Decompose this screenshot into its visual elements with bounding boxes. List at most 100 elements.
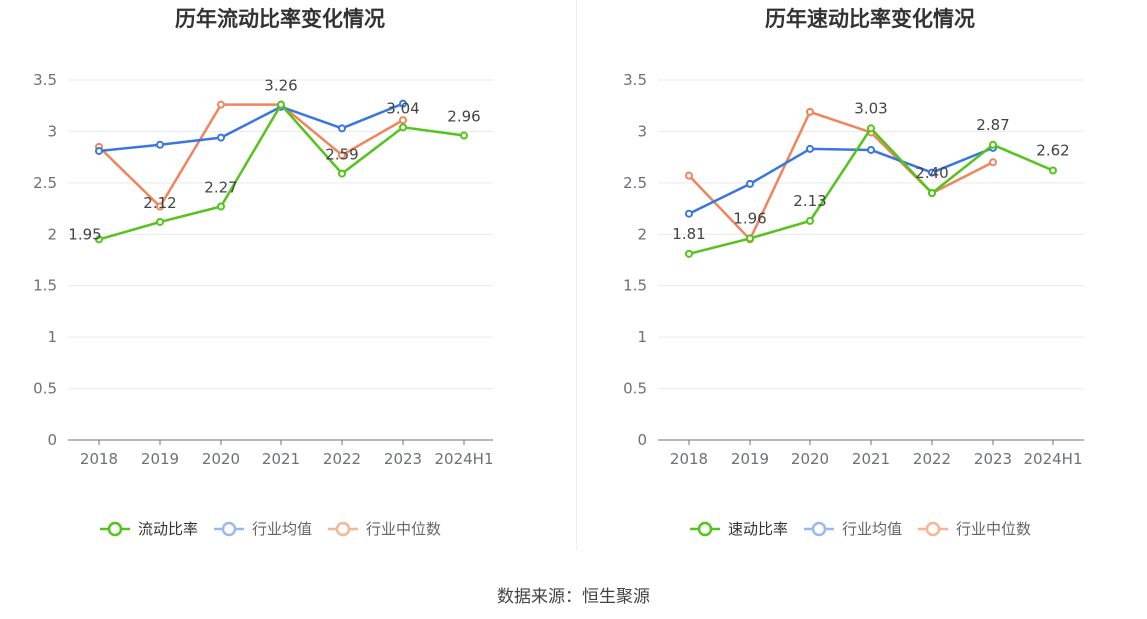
data-point[interactable] bbox=[928, 189, 936, 198]
y-tick-label: 1.5 bbox=[623, 277, 647, 295]
x-tick-label: 2018 bbox=[80, 450, 118, 468]
data-point[interactable] bbox=[928, 168, 936, 177]
y-tick-label: 1 bbox=[47, 328, 57, 346]
legend-label: 流动比率 bbox=[138, 520, 198, 538]
data-source-note: 数据来源：恒生聚源 bbox=[497, 587, 650, 607]
data-point[interactable] bbox=[399, 123, 407, 132]
legend-item-2[interactable]: 行业均值 bbox=[214, 520, 312, 538]
legend-marker bbox=[221, 521, 237, 537]
data-point[interactable] bbox=[277, 100, 285, 109]
y-tick-label: 2.5 bbox=[623, 174, 647, 192]
data-label: 1.95 bbox=[68, 225, 101, 243]
data-point[interactable] bbox=[989, 158, 997, 167]
data-point[interactable] bbox=[685, 209, 693, 218]
y-tick-label: 2.5 bbox=[33, 174, 57, 192]
data-point[interactable] bbox=[806, 216, 814, 225]
legend-item-1[interactable]: 速动比率 bbox=[690, 520, 788, 538]
data-point[interactable] bbox=[156, 140, 164, 149]
legend-label: 行业均值 bbox=[842, 520, 902, 538]
panel-divider bbox=[576, 0, 577, 550]
data-point[interactable] bbox=[217, 202, 225, 211]
x-tick-label: 2023 bbox=[384, 450, 422, 468]
data-point[interactable] bbox=[1049, 166, 1057, 175]
chart-panel-1: 历年流动比率变化情况 0 0.5 1 1.5 2 2.5 3 3.5 2018 2019 2020 20… bbox=[33, 7, 493, 538]
legend-marker bbox=[697, 521, 713, 537]
legend-item-1[interactable]: 流动比率 bbox=[100, 520, 198, 538]
data-point[interactable] bbox=[685, 171, 693, 180]
data-label: 2.59 bbox=[325, 146, 358, 164]
data-point[interactable] bbox=[156, 202, 164, 211]
series-line-3 bbox=[688, 110, 994, 241]
data-point[interactable] bbox=[338, 151, 346, 160]
legend-label: 行业中位数 bbox=[956, 520, 1031, 538]
x-tick-label: 2024H1 bbox=[1024, 450, 1083, 468]
legend-marker bbox=[335, 521, 351, 537]
x-tick-label: 2020 bbox=[791, 450, 829, 468]
data-point[interactable] bbox=[746, 179, 754, 188]
x-tick-label: 2021 bbox=[262, 450, 300, 468]
data-point[interactable] bbox=[399, 116, 407, 125]
chart-title: 历年速动比率变化情况 bbox=[765, 7, 975, 31]
data-label: 2.13 bbox=[793, 192, 826, 210]
series-line-2 bbox=[98, 102, 404, 153]
y-tick-label: 0 bbox=[637, 431, 647, 449]
data-point[interactable] bbox=[806, 107, 814, 116]
legend-marker bbox=[107, 521, 123, 537]
legend-marker bbox=[925, 521, 941, 537]
x-tick-label: 2018 bbox=[670, 450, 708, 468]
data-label: 2.62 bbox=[1036, 142, 1069, 160]
y-tick-label: 2 bbox=[47, 225, 57, 243]
y-tick-label: 3 bbox=[637, 122, 647, 140]
data-label: 2.27 bbox=[204, 179, 237, 197]
data-point[interactable] bbox=[989, 140, 997, 149]
legend-item-2[interactable]: 行业均值 bbox=[804, 520, 902, 538]
x-tick-label: 2023 bbox=[974, 450, 1012, 468]
data-point[interactable] bbox=[95, 235, 103, 244]
data-point[interactable] bbox=[338, 124, 346, 133]
data-label: 2.96 bbox=[447, 108, 480, 126]
series-line-3 bbox=[98, 103, 404, 208]
data-label: 2.87 bbox=[976, 116, 1009, 134]
x-tick-label: 2019 bbox=[731, 450, 769, 468]
data-point[interactable] bbox=[685, 249, 693, 258]
legend-item-3[interactable]: 行业中位数 bbox=[328, 520, 441, 538]
data-point[interactable] bbox=[217, 100, 225, 109]
y-tick-label: 3.5 bbox=[33, 71, 57, 89]
data-label: 1.96 bbox=[733, 209, 766, 227]
y-tick-label: 0.5 bbox=[33, 380, 57, 398]
data-point[interactable] bbox=[867, 124, 875, 133]
data-point[interactable] bbox=[806, 144, 814, 153]
y-tick-label: 3.5 bbox=[623, 71, 647, 89]
data-point[interactable] bbox=[460, 131, 468, 140]
x-tick-label: 2019 bbox=[141, 450, 179, 468]
y-tick-label: 1 bbox=[637, 328, 647, 346]
data-label: 2.12 bbox=[143, 194, 176, 212]
legend-item-3[interactable]: 行业中位数 bbox=[918, 520, 1031, 538]
legend-label: 行业中位数 bbox=[366, 520, 441, 538]
x-tick-label: 2021 bbox=[852, 450, 890, 468]
data-point[interactable] bbox=[95, 146, 103, 155]
legend-marker bbox=[811, 521, 827, 537]
data-point[interactable] bbox=[338, 169, 346, 178]
y-tick-label: 1.5 bbox=[33, 277, 57, 295]
y-tick-label: 3 bbox=[47, 122, 57, 140]
data-point[interactable] bbox=[867, 145, 875, 154]
x-tick-label: 2022 bbox=[913, 450, 951, 468]
data-label: 3.03 bbox=[854, 99, 887, 117]
series-line-2 bbox=[688, 146, 994, 215]
data-point[interactable] bbox=[156, 217, 164, 226]
data-point[interactable] bbox=[217, 133, 225, 142]
data-label: 1.81 bbox=[672, 225, 705, 243]
data-point[interactable] bbox=[746, 234, 754, 243]
data-label: 3.04 bbox=[386, 99, 419, 117]
x-tick-label: 2024H1 bbox=[435, 450, 494, 468]
x-tick-label: 2022 bbox=[323, 450, 361, 468]
y-tick-label: 2 bbox=[637, 225, 647, 243]
x-tick-label: 2020 bbox=[202, 450, 240, 468]
legend-label: 行业均值 bbox=[252, 520, 312, 538]
data-label: 3.26 bbox=[264, 77, 297, 95]
data-point[interactable] bbox=[399, 99, 407, 108]
y-tick-label: 0.5 bbox=[623, 380, 647, 398]
y-tick-label: 0 bbox=[47, 431, 57, 449]
